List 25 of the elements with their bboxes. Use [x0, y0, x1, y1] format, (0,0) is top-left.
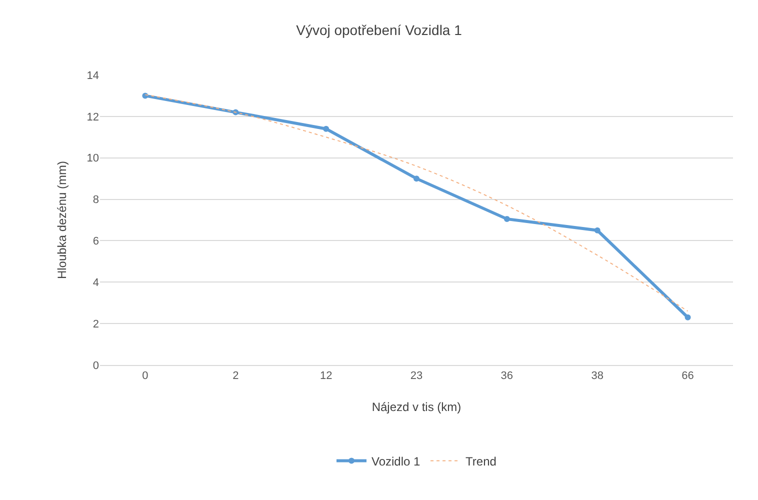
y-tick-label: 10: [86, 152, 99, 165]
y-axis-title: Hloubka dezénu (mm): [55, 160, 69, 280]
point: [504, 216, 510, 222]
y-tick-label: 2: [92, 318, 99, 330]
y-tick-label: 8: [92, 194, 99, 206]
x-tick-label: 38: [591, 370, 604, 382]
x-tick-label: 23: [410, 370, 423, 382]
y-tick-label: 0: [92, 360, 99, 372]
legend-label: Vozidlo 1: [372, 454, 421, 468]
point: [684, 314, 691, 320]
y-tick-label: 4: [92, 276, 99, 289]
y-tick-label: 12: [86, 111, 99, 124]
chart-title: Vývoj opotřebení Vozidla 1: [296, 22, 462, 38]
legend-label: Trend: [466, 454, 496, 468]
x-tick-label: 2: [232, 370, 239, 382]
x-axis-title: Nájezd v tis (km): [372, 400, 462, 414]
x-tick-label: 36: [500, 370, 514, 382]
x-tick-label: 0: [142, 370, 148, 382]
x-tick-label: 66: [682, 370, 694, 382]
point: [594, 227, 600, 234]
y-tick-label: 14: [86, 70, 99, 82]
point: [414, 176, 420, 182]
y-tick-label: 6: [92, 236, 99, 248]
x-tick-label: 12: [320, 370, 332, 382]
point: [323, 126, 330, 132]
